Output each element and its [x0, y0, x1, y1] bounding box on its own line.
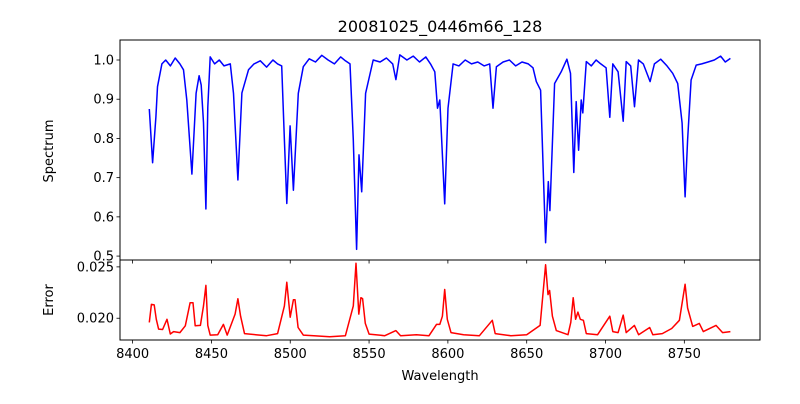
error-y-tick-label: 0.020	[77, 312, 114, 327]
spectrum-y-tick-label: 1.0	[93, 54, 114, 69]
x-tick-label: 8650	[510, 347, 543, 362]
error-line	[148, 262, 731, 338]
y-axis-label-spectrum: Spectrum	[42, 120, 57, 183]
y-axis-label-error: Error	[42, 284, 57, 316]
x-tick-label: 8400	[116, 347, 149, 362]
error-y-tick-label: 0.025	[77, 260, 114, 275]
x-axis-label: Wavelength	[401, 369, 478, 384]
spectrum-y-tick-label: 0.9	[93, 93, 114, 108]
x-tick-label: 8550	[353, 347, 386, 362]
x-tick-label: 8500	[274, 347, 307, 362]
spectrum-line	[148, 54, 731, 251]
spectrum-y-tick-label: 0.8	[93, 132, 114, 147]
error-axes-frame	[119, 259, 761, 341]
spectrum-y-tick-label: 0.7	[93, 171, 114, 186]
x-tick-label: 8750	[668, 347, 701, 362]
x-tick-label: 8450	[195, 347, 228, 362]
chart-title: 20081025_0446m66_128	[338, 17, 543, 37]
spectrum-axes-frame	[119, 39, 761, 261]
x-tick-label: 8700	[589, 347, 622, 362]
x-tick-label: 8600	[431, 347, 464, 362]
spectrum-y-tick-label: 0.6	[93, 210, 114, 225]
spectrum-y-tick-label: 0.5	[93, 250, 114, 265]
